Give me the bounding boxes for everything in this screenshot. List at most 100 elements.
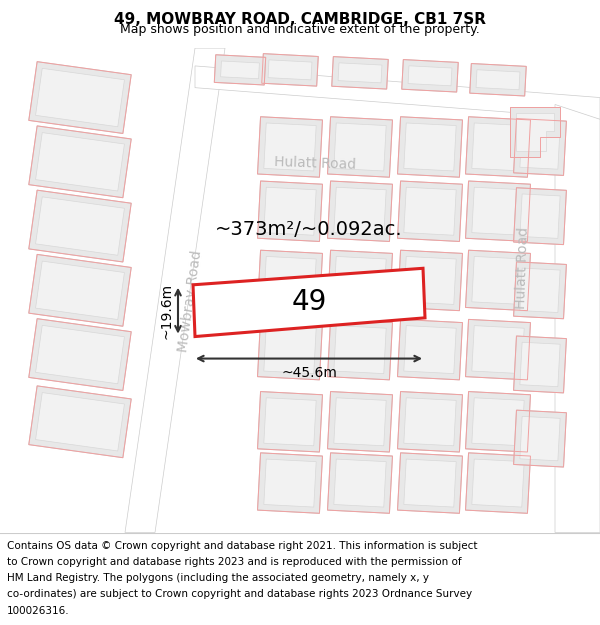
- Polygon shape: [257, 319, 322, 380]
- Polygon shape: [125, 48, 225, 532]
- Polygon shape: [338, 63, 382, 83]
- Polygon shape: [264, 398, 316, 446]
- Polygon shape: [520, 194, 560, 238]
- Polygon shape: [514, 119, 566, 176]
- Polygon shape: [514, 336, 566, 393]
- Text: co-ordinates) are subject to Crown copyright and database rights 2023 Ordnance S: co-ordinates) are subject to Crown copyr…: [7, 589, 472, 599]
- Polygon shape: [334, 398, 386, 446]
- Polygon shape: [404, 256, 456, 304]
- Polygon shape: [328, 453, 392, 513]
- Polygon shape: [35, 261, 124, 319]
- Text: ~373m²/~0.092ac.: ~373m²/~0.092ac.: [215, 220, 403, 239]
- Polygon shape: [466, 250, 530, 311]
- Polygon shape: [29, 62, 131, 134]
- Polygon shape: [404, 188, 456, 235]
- Polygon shape: [35, 392, 124, 451]
- Polygon shape: [520, 268, 560, 312]
- Polygon shape: [29, 126, 131, 198]
- Text: HM Land Registry. The polygons (including the associated geometry, namely x, y: HM Land Registry. The polygons (includin…: [7, 573, 429, 583]
- Polygon shape: [398, 117, 463, 178]
- Polygon shape: [398, 391, 463, 452]
- Polygon shape: [404, 326, 456, 374]
- Polygon shape: [193, 268, 425, 336]
- Polygon shape: [328, 117, 392, 178]
- Polygon shape: [264, 188, 316, 235]
- Polygon shape: [264, 326, 316, 374]
- Polygon shape: [257, 181, 322, 241]
- Polygon shape: [257, 250, 322, 311]
- Text: Contains OS data © Crown copyright and database right 2021. This information is : Contains OS data © Crown copyright and d…: [7, 541, 478, 551]
- Text: 49, MOWBRAY ROAD, CAMBRIDGE, CB1 7SR: 49, MOWBRAY ROAD, CAMBRIDGE, CB1 7SR: [114, 12, 486, 27]
- Polygon shape: [472, 459, 524, 507]
- Polygon shape: [334, 123, 386, 171]
- Text: ~45.6m: ~45.6m: [281, 366, 337, 381]
- Polygon shape: [262, 54, 318, 86]
- Polygon shape: [514, 262, 566, 319]
- Polygon shape: [214, 55, 266, 85]
- Polygon shape: [402, 59, 458, 92]
- Polygon shape: [35, 197, 124, 255]
- Polygon shape: [466, 453, 530, 513]
- Polygon shape: [264, 256, 316, 304]
- Text: to Crown copyright and database rights 2023 and is reproduced with the permissio: to Crown copyright and database rights 2…: [7, 557, 462, 567]
- Polygon shape: [334, 256, 386, 304]
- Polygon shape: [472, 188, 524, 235]
- Polygon shape: [221, 61, 259, 79]
- Polygon shape: [332, 57, 388, 89]
- Polygon shape: [404, 459, 456, 507]
- Polygon shape: [555, 104, 600, 532]
- Polygon shape: [520, 125, 560, 169]
- Polygon shape: [472, 123, 524, 171]
- Polygon shape: [35, 132, 124, 191]
- Polygon shape: [466, 117, 530, 178]
- Polygon shape: [328, 391, 392, 452]
- Polygon shape: [516, 113, 554, 151]
- Polygon shape: [328, 181, 392, 241]
- Polygon shape: [514, 410, 566, 467]
- Text: Hulatt Road: Hulatt Road: [274, 155, 356, 172]
- Polygon shape: [472, 256, 524, 304]
- Polygon shape: [334, 459, 386, 507]
- Polygon shape: [472, 398, 524, 446]
- Polygon shape: [408, 66, 452, 86]
- Polygon shape: [472, 326, 524, 374]
- Polygon shape: [466, 181, 530, 241]
- Polygon shape: [195, 66, 600, 119]
- Polygon shape: [520, 342, 560, 387]
- Text: Hulatt Road: Hulatt Road: [514, 227, 530, 309]
- Polygon shape: [466, 319, 530, 380]
- Polygon shape: [29, 386, 131, 458]
- Polygon shape: [514, 188, 566, 244]
- Polygon shape: [466, 391, 530, 452]
- Text: Mowbray Road: Mowbray Road: [176, 249, 204, 353]
- Polygon shape: [334, 326, 386, 374]
- Polygon shape: [470, 64, 526, 96]
- Polygon shape: [268, 60, 312, 80]
- Polygon shape: [398, 250, 463, 311]
- Polygon shape: [334, 188, 386, 235]
- Text: 49: 49: [292, 288, 326, 316]
- Polygon shape: [264, 459, 316, 507]
- Polygon shape: [398, 319, 463, 380]
- Polygon shape: [264, 123, 316, 171]
- Polygon shape: [257, 391, 322, 452]
- Polygon shape: [510, 107, 560, 157]
- Polygon shape: [398, 181, 463, 241]
- Polygon shape: [29, 190, 131, 262]
- Polygon shape: [328, 250, 392, 311]
- Polygon shape: [257, 117, 322, 178]
- Polygon shape: [35, 326, 124, 384]
- Polygon shape: [29, 254, 131, 326]
- Text: 100026316.: 100026316.: [7, 606, 70, 616]
- Polygon shape: [404, 123, 456, 171]
- Polygon shape: [520, 416, 560, 461]
- Polygon shape: [328, 319, 392, 380]
- Text: ~19.6m: ~19.6m: [160, 282, 174, 339]
- Polygon shape: [476, 70, 520, 90]
- Polygon shape: [29, 319, 131, 391]
- Polygon shape: [257, 453, 322, 513]
- Polygon shape: [35, 68, 124, 127]
- Text: Map shows position and indicative extent of the property.: Map shows position and indicative extent…: [120, 23, 480, 36]
- Polygon shape: [404, 398, 456, 446]
- Polygon shape: [398, 453, 463, 513]
